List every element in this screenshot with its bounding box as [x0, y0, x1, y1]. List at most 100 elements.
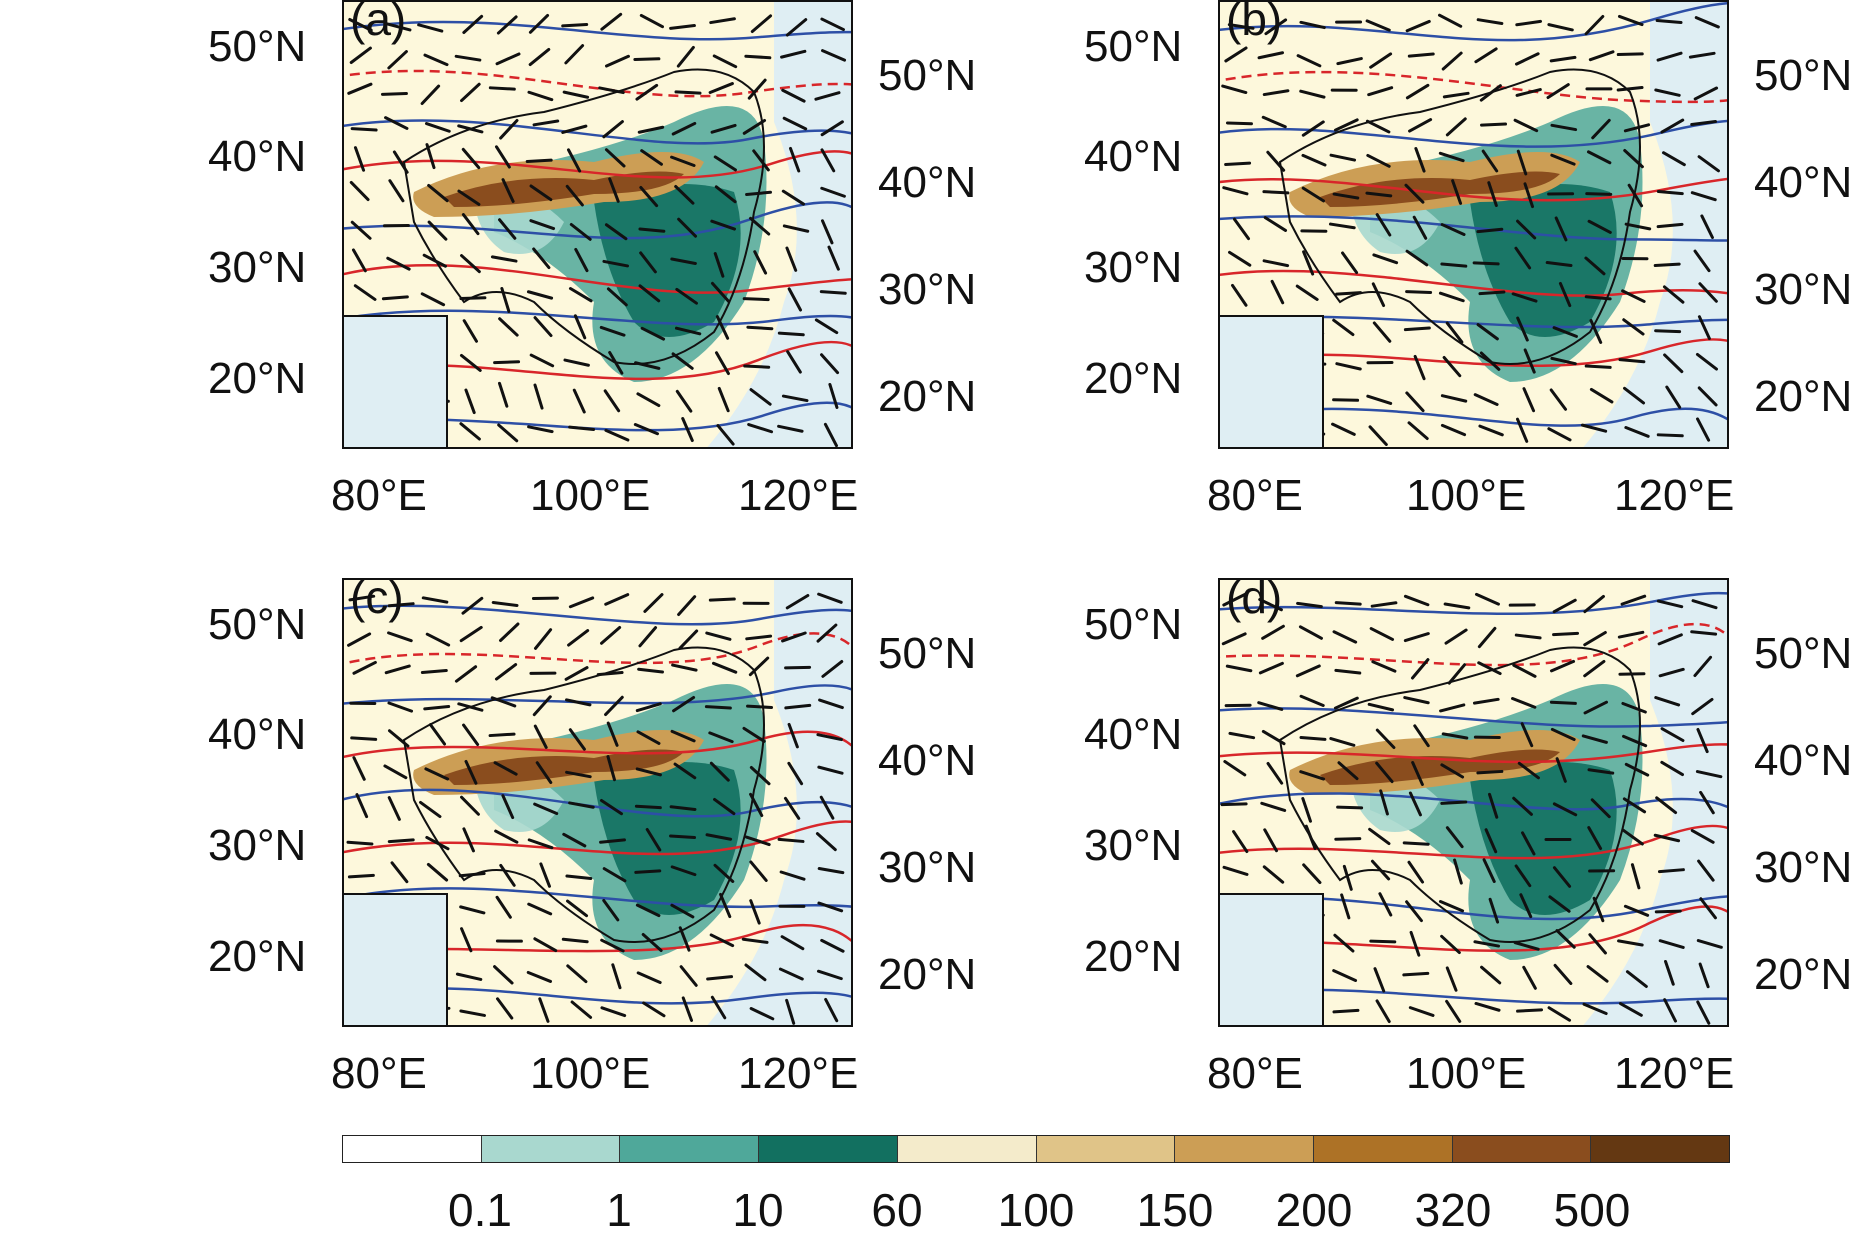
wind-barb — [566, 964, 588, 984]
contour-line-blue — [1220, 215, 1727, 242]
lat-label-left: 20°N — [208, 354, 307, 403]
wind-barb — [819, 795, 835, 820]
wind-barb — [1616, 52, 1644, 57]
wind-barb — [1547, 1006, 1572, 1022]
wind-barb — [1231, 283, 1248, 307]
lat-label-left: 30°N — [1084, 821, 1183, 870]
wind-barb — [787, 761, 804, 786]
wind-barb — [1224, 46, 1248, 63]
contour-line-red — [344, 632, 851, 665]
wind-barb — [460, 927, 473, 953]
wind-barb — [782, 224, 810, 233]
wind-barb — [1519, 893, 1533, 919]
wind-barb — [669, 805, 697, 811]
wind-barb — [1368, 425, 1388, 446]
wind-barb — [1405, 19, 1431, 33]
wind-barb — [532, 695, 552, 717]
wind-barb — [671, 121, 697, 136]
wind-barb — [636, 730, 661, 745]
wind-barb — [711, 661, 738, 674]
wind-barb — [566, 899, 589, 918]
wind-barb — [1478, 424, 1504, 437]
sea-area — [707, 580, 851, 1025]
wind-barb — [498, 218, 517, 240]
lon-label: 120°E — [738, 1049, 859, 1098]
wind-barb — [1512, 796, 1533, 816]
wind-barb — [1404, 183, 1425, 204]
wind-barb — [749, 216, 771, 236]
contour-line-red — [1220, 824, 1727, 860]
wind-barb — [1373, 967, 1386, 993]
lon-label: 80°E — [331, 1049, 427, 1098]
wind-barb — [1660, 760, 1684, 777]
wind-barb — [1487, 181, 1498, 208]
wind-barb — [820, 17, 845, 32]
lon-label: 100°E — [530, 471, 651, 520]
lat-label-left: 30°N — [208, 243, 307, 292]
wind-barb — [1550, 123, 1578, 132]
wind-barb — [1514, 246, 1532, 270]
wind-barb — [1622, 734, 1648, 748]
wind-barb — [709, 17, 736, 25]
lat-label-right: 30°N — [878, 843, 977, 892]
wind-barb — [533, 383, 544, 410]
contour-line-blue — [1220, 119, 1727, 148]
wind-barb — [708, 82, 734, 94]
wind-barb — [600, 626, 622, 645]
wind-barb — [1696, 939, 1723, 949]
wind-barb — [1371, 282, 1386, 308]
wind-barb — [1445, 826, 1464, 849]
wind-barb — [498, 381, 509, 408]
wind-barb — [1488, 792, 1499, 819]
wind-barb — [1405, 900, 1423, 923]
wind-barb — [743, 364, 771, 369]
wind-barb — [532, 119, 560, 127]
contour-line-blue — [1220, 407, 1727, 427]
wind-barb — [1266, 150, 1286, 172]
contour-line-red — [344, 730, 851, 759]
lat-label-right: 20°N — [878, 372, 977, 421]
wind-barb — [745, 634, 773, 641]
wind-barb — [1695, 352, 1718, 371]
wind-barb — [493, 360, 521, 365]
map-panel-b: (b) — [1218, 0, 1729, 449]
wind-barb — [568, 287, 593, 303]
wind-barb — [1592, 896, 1605, 923]
wind-barb — [1438, 899, 1465, 913]
wind-barb — [681, 416, 694, 443]
wind-barb — [1336, 805, 1364, 810]
wind-barb — [353, 146, 366, 172]
colorbar-segment — [1036, 1136, 1176, 1162]
colorbar-tick-label: 150 — [1136, 1184, 1214, 1236]
wind-barb — [1617, 630, 1645, 639]
wind-barb — [1260, 801, 1287, 812]
wind-barb — [423, 705, 451, 711]
wind-barb — [562, 832, 587, 848]
wind-barb — [425, 632, 451, 647]
wind-barb — [780, 49, 807, 59]
wind-barb — [1550, 153, 1576, 166]
wind-barb — [709, 761, 730, 782]
wind-barb — [1553, 963, 1573, 985]
wind-barb — [1691, 599, 1718, 610]
contour-line-blue — [344, 604, 851, 626]
wind-barb — [1301, 186, 1325, 203]
wind-barb — [817, 867, 845, 875]
wind-barb — [1225, 121, 1253, 126]
colorbar-segment — [620, 1136, 760, 1162]
wind-barb — [387, 796, 401, 821]
wind-barb — [741, 937, 769, 944]
lat-label-right: 40°N — [1754, 736, 1853, 785]
contour-line-blue — [344, 201, 851, 240]
wind-barb — [1625, 970, 1648, 988]
wind-barb — [349, 180, 370, 202]
wind-barb — [462, 14, 484, 34]
wind-barb — [1584, 14, 1605, 36]
wind-barb — [1333, 933, 1355, 953]
wind-barb — [1440, 223, 1466, 236]
wind-barb — [674, 326, 702, 336]
wind-barb — [1266, 761, 1284, 785]
wind-barb — [461, 596, 484, 615]
wind-barb — [425, 835, 450, 851]
wind-barb — [1697, 859, 1715, 882]
